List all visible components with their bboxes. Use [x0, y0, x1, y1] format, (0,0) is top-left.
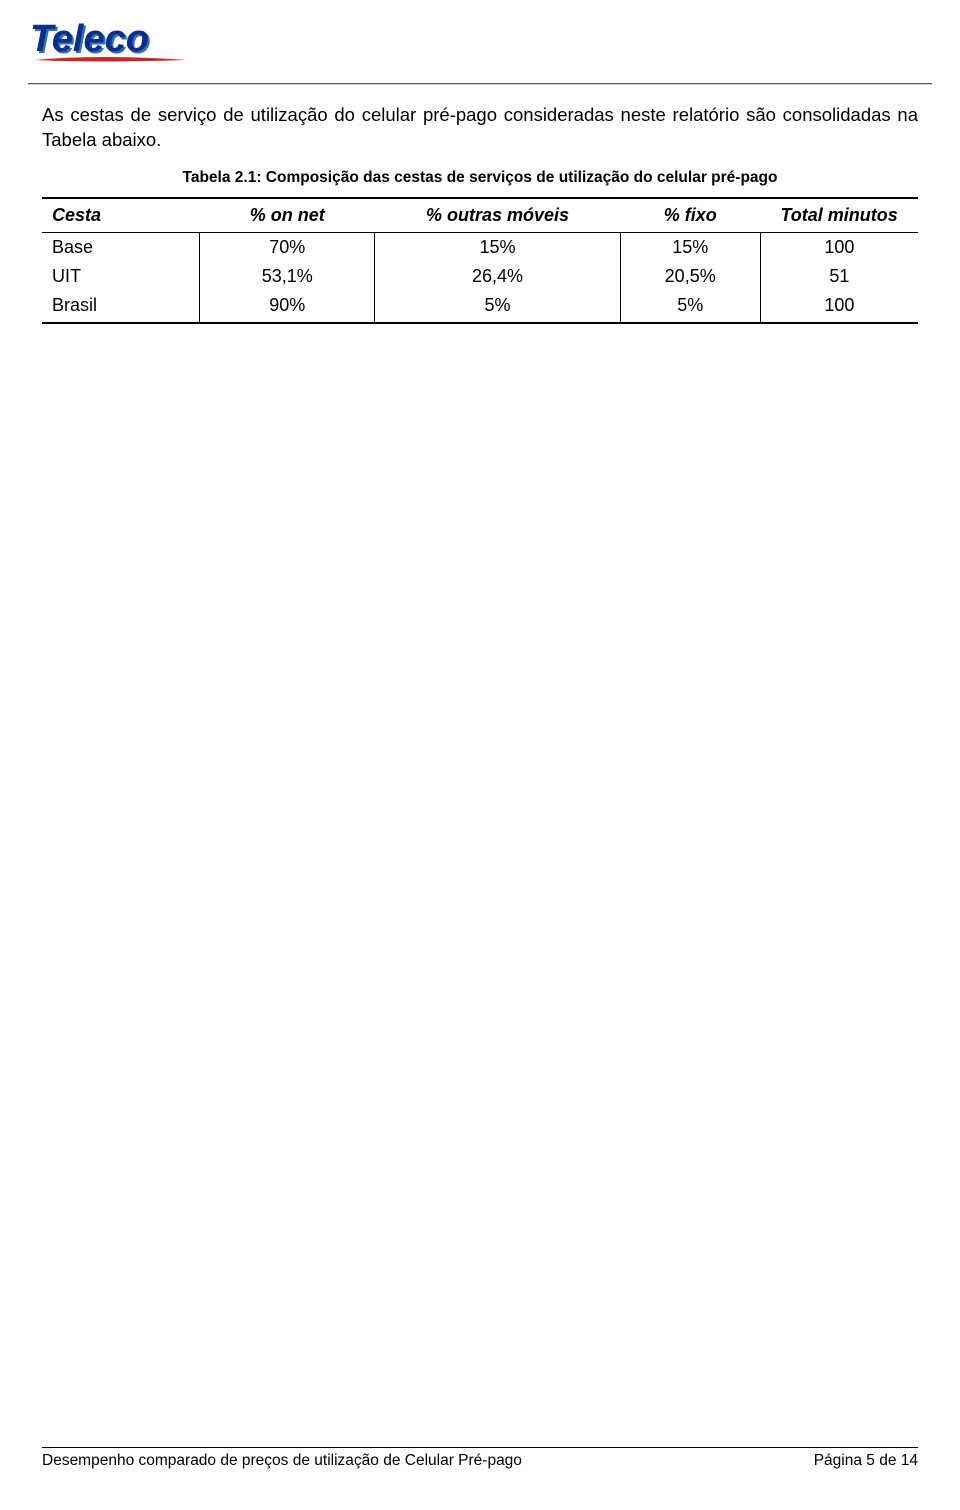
page-footer: Desempenho comparado de preços de utiliz… — [42, 1447, 918, 1470]
cell-outras: 15% — [375, 232, 620, 262]
col-header-onnet: % on net — [200, 198, 375, 233]
col-header-total: Total minutos — [760, 198, 918, 233]
cell-cesta: Base — [42, 232, 200, 262]
cell-onnet: 53,1% — [200, 262, 375, 291]
footer-left-text: Desempenho comparado de preços de utiliz… — [42, 1452, 522, 1470]
table-row: Base 70% 15% 15% 100 — [42, 232, 918, 262]
cell-fixo: 5% — [620, 291, 760, 323]
cell-cesta: UIT — [42, 262, 200, 291]
svg-text:Teleco: Teleco — [30, 18, 149, 60]
page-content: As cestas de serviço de utilização do ce… — [0, 85, 960, 324]
cell-fixo: 15% — [620, 232, 760, 262]
table-caption: Tabela 2.1: Composição das cestas de ser… — [42, 169, 918, 187]
cell-total: 100 — [760, 291, 918, 323]
table-row: UIT 53,1% 26,4% 20,5% 51 — [42, 262, 918, 291]
cell-onnet: 90% — [200, 291, 375, 323]
table-header-row: Cesta % on net % outras móveis % fixo To… — [42, 198, 918, 233]
teleco-logo: Teleco Teleco — [28, 16, 206, 77]
cell-fixo: 20,5% — [620, 262, 760, 291]
col-header-fixo: % fixo — [620, 198, 760, 233]
cell-cesta: Brasil — [42, 291, 200, 323]
col-header-cesta: Cesta — [42, 198, 200, 233]
cell-outras: 5% — [375, 291, 620, 323]
cell-total: 51 — [760, 262, 918, 291]
footer-page-number: Página 5 de 14 — [814, 1452, 918, 1470]
intro-paragraph: As cestas de serviço de utilização do ce… — [42, 103, 918, 153]
cell-total: 100 — [760, 232, 918, 262]
footer-divider — [42, 1447, 918, 1448]
cestas-table: Cesta % on net % outras móveis % fixo To… — [42, 197, 918, 324]
table-row: Brasil 90% 5% 5% 100 — [42, 291, 918, 323]
col-header-outras: % outras móveis — [375, 198, 620, 233]
cell-outras: 26,4% — [375, 262, 620, 291]
cell-onnet: 70% — [200, 232, 375, 262]
page-header: Teleco Teleco — [0, 0, 960, 85]
